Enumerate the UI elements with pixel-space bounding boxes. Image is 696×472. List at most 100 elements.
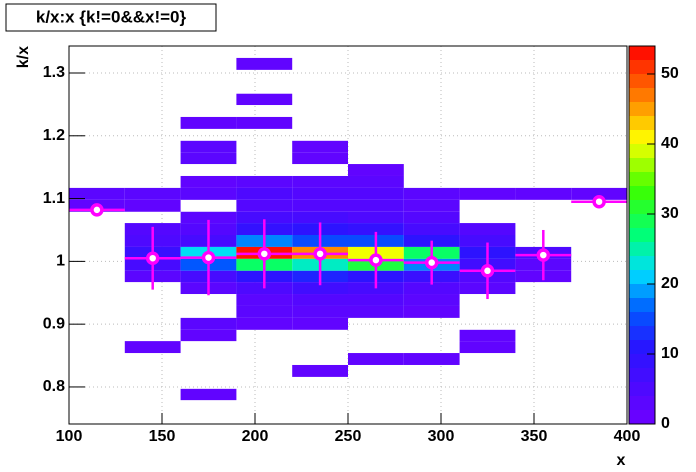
cell bbox=[236, 116, 293, 129]
palette-band bbox=[629, 60, 655, 74]
profile-marker bbox=[201, 250, 216, 265]
profile-marker bbox=[145, 251, 160, 265]
z-tick-label: 20 bbox=[661, 275, 679, 292]
cell bbox=[403, 282, 460, 295]
cell bbox=[180, 211, 237, 224]
cell bbox=[348, 353, 404, 365]
cell bbox=[124, 199, 181, 212]
palette-band bbox=[629, 270, 655, 284]
x-tick-label: 100 bbox=[56, 428, 83, 445]
profile-marker bbox=[257, 247, 272, 261]
palette-band bbox=[629, 340, 655, 354]
x-tick-label: 250 bbox=[335, 428, 362, 445]
y-tick-label: 1 bbox=[56, 253, 65, 270]
y-tick-label: 0.8 bbox=[43, 378, 65, 395]
cell bbox=[515, 187, 572, 200]
palette-frame bbox=[628, 45, 656, 425]
x-tick-label: 200 bbox=[242, 428, 269, 445]
palette-band bbox=[629, 242, 655, 256]
palette-band bbox=[629, 256, 655, 270]
cell bbox=[236, 317, 293, 330]
cell bbox=[292, 199, 348, 212]
chart-title: k/x:x {k!=0&&x!=0} bbox=[36, 7, 187, 26]
z-tick-label: 10 bbox=[661, 345, 679, 362]
cell bbox=[348, 164, 404, 176]
cell bbox=[180, 388, 237, 401]
x-tick-label: 400 bbox=[614, 428, 641, 445]
cell bbox=[459, 329, 516, 342]
palette-band bbox=[629, 298, 655, 312]
palette-band bbox=[629, 116, 655, 130]
cell bbox=[292, 317, 348, 330]
y-axis-label: k/x bbox=[15, 46, 32, 68]
cell bbox=[348, 199, 404, 212]
y-tick-label: 1.2 bbox=[43, 127, 65, 144]
y-tick-label: 1.1 bbox=[43, 190, 65, 207]
cell bbox=[124, 341, 181, 354]
cell bbox=[403, 353, 460, 365]
cell bbox=[236, 199, 293, 212]
cell bbox=[403, 187, 460, 200]
x-tick-label: 150 bbox=[149, 428, 176, 445]
cell bbox=[459, 235, 516, 247]
cell bbox=[403, 223, 460, 235]
palette-band bbox=[629, 46, 655, 60]
cell bbox=[236, 305, 293, 318]
cell bbox=[236, 175, 293, 188]
cell bbox=[292, 294, 348, 306]
cell bbox=[348, 305, 404, 318]
palette-band bbox=[629, 200, 655, 214]
z-tick-label: 50 bbox=[661, 65, 679, 82]
palette-band bbox=[629, 396, 655, 410]
palette-band bbox=[629, 88, 655, 102]
cell bbox=[403, 305, 460, 318]
profile-marker bbox=[536, 248, 551, 262]
cell bbox=[180, 152, 237, 165]
palette-band bbox=[629, 144, 655, 158]
cell bbox=[236, 93, 293, 106]
cell bbox=[180, 175, 237, 188]
cell bbox=[348, 211, 404, 224]
cell bbox=[459, 223, 516, 235]
cell bbox=[180, 140, 237, 153]
palette-band bbox=[629, 228, 655, 242]
profile-marker bbox=[369, 253, 383, 267]
palette-band bbox=[629, 74, 655, 88]
cell bbox=[236, 57, 293, 70]
cell bbox=[180, 187, 237, 200]
cell bbox=[403, 211, 460, 224]
palette-band bbox=[629, 368, 655, 382]
palette-band bbox=[629, 326, 655, 340]
palette-band bbox=[629, 186, 655, 200]
palette-band bbox=[629, 382, 655, 396]
x-tick-label: 350 bbox=[521, 428, 548, 445]
cell bbox=[292, 187, 348, 200]
cell bbox=[403, 294, 460, 306]
cell bbox=[69, 187, 125, 200]
palette-band bbox=[629, 130, 655, 144]
cell bbox=[180, 116, 237, 129]
cell bbox=[403, 199, 460, 212]
z-tick-label: 0 bbox=[661, 415, 670, 432]
cell bbox=[236, 211, 293, 224]
cell bbox=[571, 187, 627, 200]
palette-band bbox=[629, 410, 655, 424]
cell bbox=[459, 341, 516, 354]
profile-marker bbox=[480, 264, 495, 278]
cell bbox=[236, 294, 293, 306]
profile-marker bbox=[424, 255, 439, 270]
palette-band bbox=[629, 102, 655, 116]
cell bbox=[180, 317, 237, 330]
palette-band bbox=[629, 158, 655, 172]
palette-band bbox=[629, 354, 655, 368]
profile-marker bbox=[592, 194, 606, 209]
cell bbox=[348, 223, 404, 235]
palette-band bbox=[629, 284, 655, 298]
x-tick-label: 300 bbox=[428, 428, 455, 445]
title-box bbox=[5, 3, 217, 32]
palette-band bbox=[629, 172, 655, 186]
cell bbox=[292, 152, 348, 165]
y-tick-label: 0.9 bbox=[43, 315, 65, 332]
profile-marker bbox=[313, 247, 327, 261]
